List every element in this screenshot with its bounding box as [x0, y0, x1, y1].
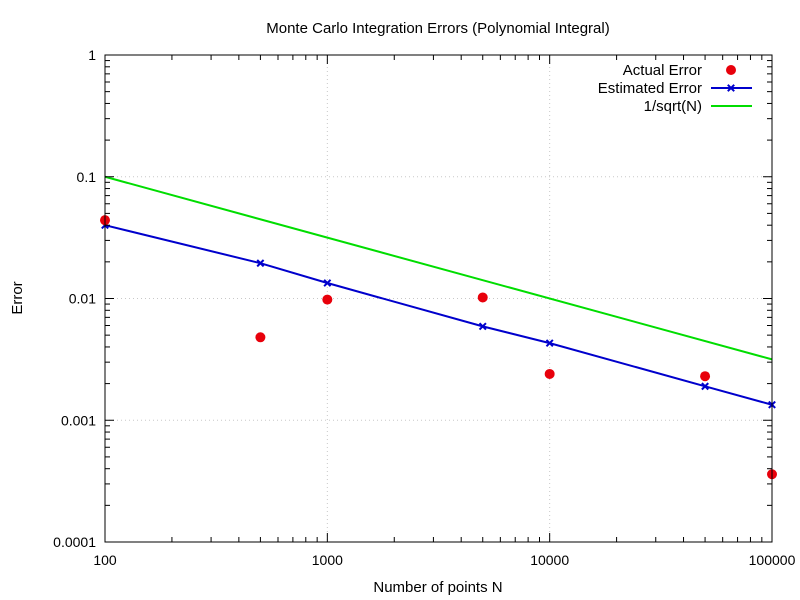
y-tick-label: 1: [88, 47, 96, 63]
data-point-cross: [701, 382, 709, 391]
data-point: [322, 294, 333, 305]
data-point: [255, 332, 266, 343]
x-axis-label: Number of points N: [373, 579, 502, 596]
legend-entry: Estimated Error: [598, 80, 752, 97]
x-tick-label: 1000: [312, 552, 343, 568]
series-0: [100, 215, 777, 480]
data-point: [700, 371, 711, 382]
legend-entry: Actual Error: [623, 62, 736, 79]
legend-swatch-point: [726, 65, 736, 75]
y-tick-label: 0.1: [77, 169, 97, 185]
y-axis-label: Error: [9, 281, 26, 314]
series-2: [104, 175, 773, 361]
legend-label: Estimated Error: [598, 80, 702, 97]
legend-entry: 1/sqrt(N): [644, 98, 752, 115]
x-tick-label: 10000: [530, 552, 569, 568]
chart-title: Monte Carlo Integration Errors (Polynomi…: [266, 20, 609, 37]
data-point: [477, 292, 488, 303]
x-tick-label: 100000: [749, 552, 796, 568]
y-tick-label: 0.001: [61, 412, 96, 428]
x-tick-label: 100: [93, 552, 117, 568]
data-point-cross: [323, 279, 332, 287]
data-point-cross: [478, 322, 487, 331]
data-point: [544, 368, 555, 379]
series-layer: [100, 175, 777, 480]
data-point-cross: [256, 259, 265, 268]
tick-labels: 100 1000 10000 100000 0.0001 0.001 0.01 0.1 1: [53, 47, 795, 568]
data-point-cross: [545, 339, 554, 348]
ticks: [104, 54, 773, 543]
legend-label: Actual Error: [623, 62, 702, 79]
y-tick-label: 0.01: [69, 291, 96, 307]
legend-swatch-cross: [727, 84, 735, 92]
series-line: [104, 175, 773, 361]
legend-label: 1/sqrt(N): [644, 98, 702, 115]
y-tick-label: 0.0001: [53, 534, 96, 550]
